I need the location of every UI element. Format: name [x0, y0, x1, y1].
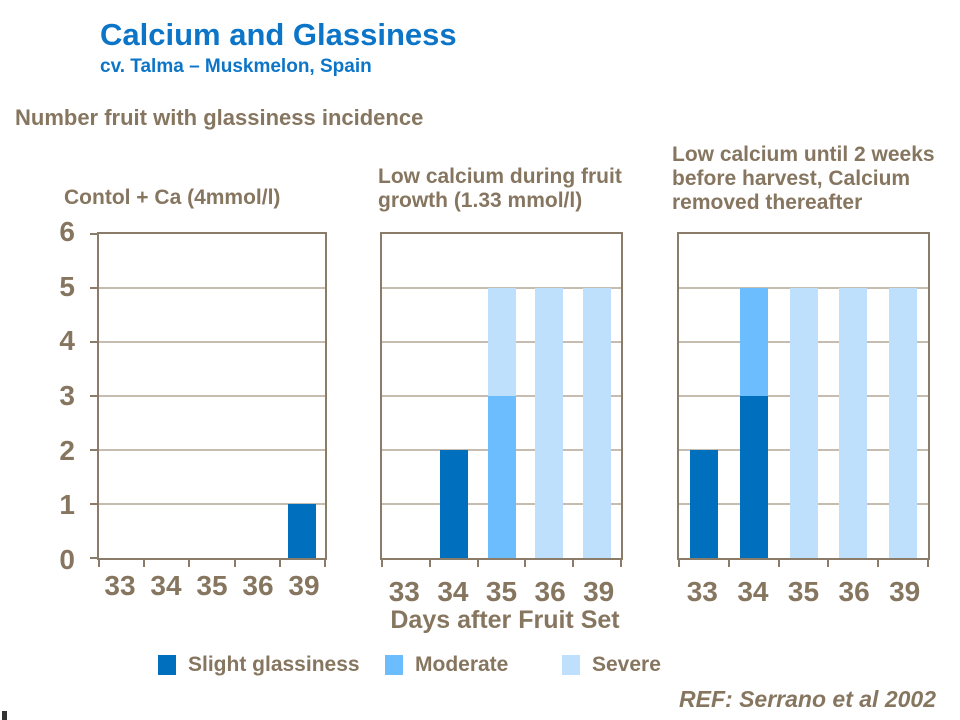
- legend-label-severe: Severe: [592, 653, 661, 676]
- x-axis-tick: [678, 560, 680, 567]
- x-tick-label-34: 34: [150, 570, 182, 601]
- bar-severe-day-36: [839, 288, 868, 558]
- page-title: Calcium and Glassiness: [100, 17, 457, 52]
- y-axis-tick: [90, 557, 97, 559]
- bar-slight-glassiness-day-39: [288, 504, 317, 558]
- bar-severe-day-35: [789, 288, 818, 558]
- legend-item-severe: Severe: [562, 653, 661, 676]
- gridline-y3: [99, 395, 325, 397]
- gridline-y2: [382, 449, 621, 452]
- y-tick-label-2: 2: [59, 434, 75, 466]
- x-axis-labels: 33 34 35 36 39: [677, 576, 930, 607]
- gridline-y2: [99, 449, 325, 452]
- y-axis-tick: [90, 286, 97, 289]
- legend-label-moderate: Moderate: [415, 653, 509, 676]
- x-axis-tick: [827, 560, 830, 567]
- y-axis-tick: [90, 395, 97, 397]
- x-axis-tick: [324, 560, 326, 567]
- legend-swatch-slight-glassiness: [158, 655, 176, 675]
- x-axis-tick: [428, 560, 431, 567]
- page-subtitle: cv. Talma – Muskmelon, Spain: [100, 56, 372, 77]
- y-tick-label-4: 4: [59, 325, 75, 357]
- x-tick-label-39: 39: [583, 576, 615, 607]
- y-tick-label-3: 3: [59, 380, 75, 411]
- x-axis-labels: 33 34 35 36 39: [380, 576, 623, 607]
- chart-title-low-calcium-until-harvest: Low calcium until 2 weeks before harvest…: [672, 143, 935, 214]
- x-tick-label-39: 39: [889, 576, 921, 607]
- chart-title-low-calcium-growth: Low calcium during fruit growth (1.33 mm…: [378, 165, 622, 212]
- x-axis-tick: [927, 560, 929, 567]
- x-axis-tick: [381, 560, 383, 567]
- x-axis-tick: [278, 560, 281, 567]
- gridline-y4: [382, 341, 621, 344]
- legend-item-moderate: Moderate: [385, 653, 509, 676]
- x-axis-tick: [233, 560, 236, 567]
- x-axis-tick: [572, 560, 575, 567]
- x-tick-label-33: 33: [388, 576, 420, 607]
- gridline-y2: [679, 449, 928, 452]
- y-axis-labels: 0 1 2 3 4 5 6: [30, 217, 86, 575]
- y-axis-tick: [90, 448, 97, 451]
- legend-label-slight-glassiness: Slight glassiness: [188, 653, 360, 676]
- y-tick-label-0: 0: [59, 544, 75, 575]
- plot-area-control: [90, 232, 327, 567]
- bar-severe-day-39: [889, 288, 918, 558]
- gridline-y4: [679, 341, 928, 344]
- gridline-y5: [382, 287, 621, 289]
- gridline-y5: [99, 287, 325, 289]
- reference-text: REF: Serrano et al 2002: [679, 686, 936, 712]
- gridline-y4: [99, 341, 325, 344]
- bar-moderate-day-34: [739, 288, 768, 396]
- gridline-y3: [382, 395, 621, 397]
- x-tick-label-34: 34: [737, 576, 769, 607]
- gridline-y5: [679, 287, 928, 289]
- bar-slight-glassiness-day-33: [689, 450, 718, 558]
- bar-severe-day-39: [583, 288, 612, 558]
- x-axis-tick: [188, 560, 191, 567]
- x-tick-label-36: 36: [242, 570, 274, 601]
- x-axis-tick: [777, 560, 780, 567]
- y-tick-label-5: 5: [59, 270, 75, 302]
- y-tick-label-6: 6: [59, 216, 75, 247]
- legend-item-slight-glassiness: Slight glassiness: [158, 653, 360, 676]
- gridline-y1: [679, 503, 928, 506]
- y-axis-tick: [90, 340, 97, 343]
- x-axis-tick: [98, 560, 100, 567]
- bar-severe-day-35: [487, 288, 516, 396]
- section-heading: Number fruit with glassiness incidence: [15, 105, 424, 130]
- x-axis-labels: 33 34 35 36 39: [97, 570, 327, 601]
- legend-swatch-severe: [562, 655, 580, 675]
- y-axis-tick: [90, 233, 97, 235]
- legend-swatch-moderate: [385, 655, 403, 675]
- x-tick-label-33: 33: [686, 576, 718, 607]
- x-tick-label-36: 36: [534, 576, 566, 607]
- x-tick-label-35: 35: [787, 576, 820, 607]
- gridline-y3: [679, 395, 928, 397]
- x-tick-label-35: 35: [196, 570, 228, 601]
- x-tick-label-39: 39: [288, 570, 320, 601]
- gridline-y1: [99, 503, 325, 506]
- x-tick-label-34: 34: [437, 576, 469, 607]
- x-tick-label-33: 33: [104, 570, 136, 601]
- x-axis-tick: [524, 560, 527, 567]
- chart-title-control: Contol + Ca (4mmol/l): [64, 186, 281, 209]
- x-tick-label-35: 35: [485, 576, 518, 607]
- plot-area-low-calcium-growth: [380, 232, 623, 567]
- x-tick-label-36: 36: [838, 576, 870, 607]
- x-axis-tick: [620, 560, 622, 567]
- y-tick-label-1: 1: [59, 489, 75, 521]
- x-axis-title: Days after Fruit Set: [390, 606, 620, 634]
- corner-mark: [2, 711, 7, 720]
- bar-moderate-day-35: [487, 396, 516, 558]
- x-axis-tick: [877, 560, 880, 567]
- x-axis-tick: [143, 560, 146, 567]
- bar-slight-glassiness-day-34: [739, 396, 768, 558]
- gridline-y1: [382, 503, 621, 506]
- x-axis-tick: [727, 560, 730, 567]
- x-axis-tick: [476, 560, 479, 567]
- plot-area-low-calcium-until-harvest: [677, 232, 930, 567]
- bar-slight-glassiness-day-34: [439, 450, 468, 558]
- bar-severe-day-36: [535, 288, 564, 558]
- y-axis-tick: [90, 503, 97, 505]
